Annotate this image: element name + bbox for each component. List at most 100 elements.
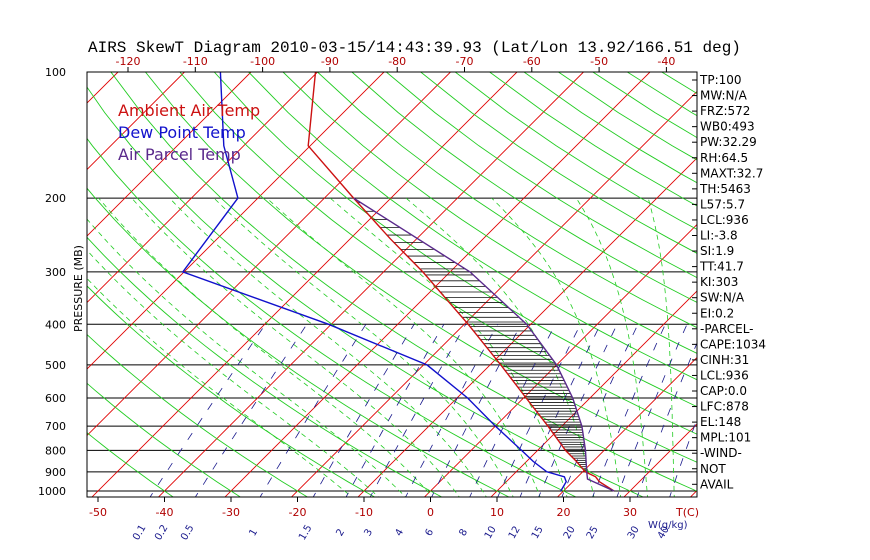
stability-index: CAPE:1034 (700, 337, 766, 351)
isotherm (87, 72, 119, 104)
mixing-ratio-line (194, 324, 308, 497)
dry-adiabat (110, 72, 697, 492)
pressure-tick: 600 (45, 392, 66, 405)
legend-parcel: Air Parcel Temp (118, 145, 241, 164)
stability-index: TP:100 (699, 73, 742, 87)
bottom-temp-tick: 0 (427, 506, 434, 519)
dry-adiabat (87, 187, 510, 497)
mixing-ratio-tick: 4 (393, 527, 406, 538)
isotherm (556, 356, 697, 497)
mixing-ratio-line (669, 418, 697, 497)
isotherm (87, 72, 385, 370)
stability-index: PW:32.29 (700, 135, 757, 149)
moist-adiabat (87, 277, 353, 497)
mixing-unit-label: W(g/kg) (648, 520, 688, 531)
mixing-ratio-tick: 25 (585, 524, 601, 541)
stability-index: EI:0.2 (700, 306, 734, 320)
bottom-temp-tick: -50 (89, 506, 107, 519)
mixing-ratio-tick: 15 (530, 524, 546, 541)
chart-title: AIRS SkewT Diagram 2010-03-15/14:43:39.9… (88, 39, 741, 57)
stability-index: FRZ:572 (700, 104, 750, 118)
pressure-tick: 700 (45, 420, 66, 433)
dry-adiabat (179, 72, 697, 435)
mixing-ratio-tick: 20 (562, 524, 578, 541)
moist-adiabat (98, 197, 433, 497)
mixing-ratio-line (369, 324, 467, 497)
isotherm (290, 90, 697, 497)
top-temp-tick: -60 (523, 55, 541, 68)
mixing-ratio-line (405, 324, 499, 497)
bottom-temp-tick: 10 (490, 506, 504, 519)
isotherm (87, 72, 185, 171)
isotherm (754, 72, 870, 500)
top-temp-tick: -40 (657, 55, 675, 68)
mixing-ratio-tick: 0.5 (179, 523, 196, 542)
moist-adiabat (87, 249, 380, 497)
top-temp-tick: -50 (590, 55, 608, 68)
top-temp-tick: -80 (388, 55, 406, 68)
stability-index: L57:5.7 (700, 197, 745, 211)
isotherm (157, 72, 584, 497)
mixing-ratio-tick: 6 (423, 527, 436, 538)
isotherm (821, 72, 870, 500)
stability-index: SW:N/A (700, 291, 745, 305)
dry-adiabat (248, 72, 697, 381)
isotherm (91, 72, 518, 497)
pressure-tick: 200 (45, 192, 66, 205)
isotherm (87, 72, 451, 437)
dry-adiabat (282, 72, 697, 354)
top-temp-tick: -110 (183, 55, 208, 68)
temp-unit-label: T(C) (675, 506, 699, 519)
moist-adiabat (87, 218, 407, 497)
profile-lines (181, 72, 615, 492)
series-dewpoint (181, 72, 567, 492)
y-axis-label: PRESSURE (MB) (72, 245, 85, 332)
moist-adiabat (266, 197, 541, 497)
mixing-ratio-line (312, 324, 415, 497)
top-temp-tick: -70 (456, 55, 474, 68)
moist-adiabat (575, 197, 648, 497)
stability-index: LI:-3.8 (700, 229, 738, 243)
mixing-ratio-tick: 3 (362, 527, 375, 538)
dry-adiabat (213, 72, 697, 408)
mixing-ratio-tick: 0.2 (153, 523, 170, 542)
top-temp-tick: -120 (116, 55, 141, 68)
pressure-tick: 1000 (38, 485, 66, 498)
stability-index: LFC:878 (700, 400, 749, 414)
isotherm (423, 223, 697, 497)
mixing-ratio-tick: 8 (457, 527, 470, 538)
moist-adiabat (131, 197, 460, 497)
pressure-tick: 100 (45, 66, 66, 79)
moist-adiabat (169, 197, 487, 497)
pressure-tick: 400 (45, 318, 66, 331)
stability-index: TH:5463 (699, 182, 751, 196)
top-temp-tick: -90 (321, 55, 339, 68)
stability-index: LCL:936 (700, 213, 749, 227)
dry-adiabat (386, 72, 697, 279)
moist-adiabat (491, 197, 622, 497)
pressure-tick: 900 (45, 466, 66, 479)
bottom-temp-tick: -40 (156, 506, 174, 519)
mixing-ratio-line (592, 324, 666, 497)
dry-adiabat (87, 432, 174, 497)
stability-index: EL:148 (700, 415, 741, 429)
stability-index: MPL:101 (700, 431, 751, 445)
dry-adiabat (661, 72, 697, 95)
dry-adiabat (351, 72, 697, 303)
stability-index: TT:41.7 (699, 260, 744, 274)
mixing-ratio-tick: 2 (334, 527, 347, 538)
mixing-ratio-tick: 30 (626, 524, 642, 541)
mixing-ratio-line (469, 324, 556, 497)
mixing-ratio-line (259, 324, 367, 497)
bottom-temp-tick: 30 (623, 506, 637, 519)
moist-adiabat (405, 197, 595, 497)
legend-ambient: Ambient Air Temp (118, 101, 260, 120)
bottom-temp-tick: 20 (557, 506, 571, 519)
series-ambient (307, 72, 615, 492)
dry-adiabat (87, 86, 645, 497)
bottom-temp-tick: -30 (222, 506, 240, 519)
stability-index: NOT (700, 462, 726, 476)
